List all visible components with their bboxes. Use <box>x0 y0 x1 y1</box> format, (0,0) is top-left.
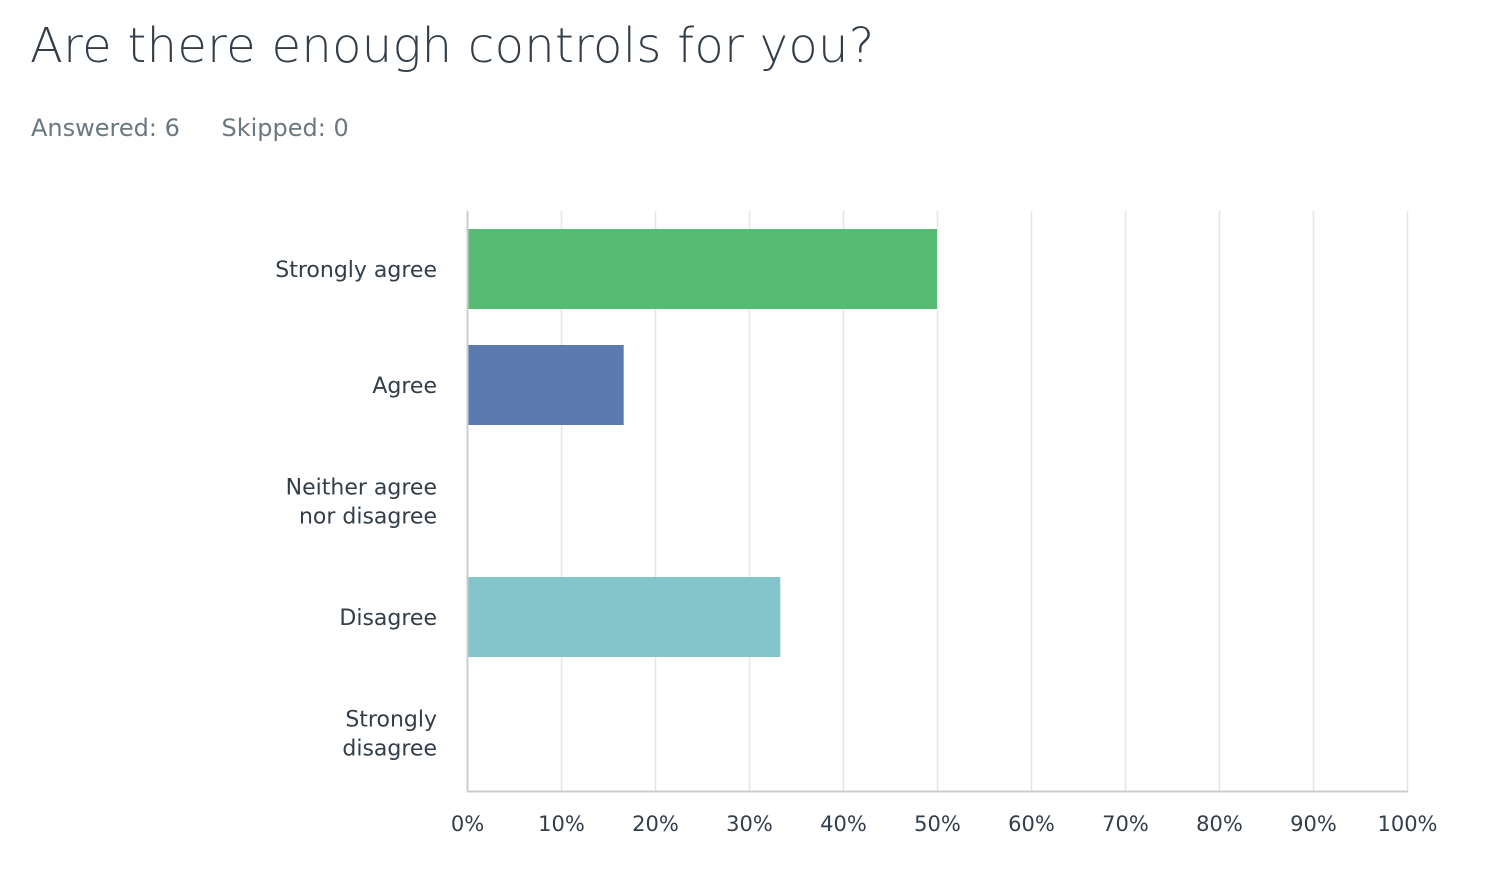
x-tick-label: 70% <box>1102 812 1149 836</box>
axes <box>466 211 1408 793</box>
bar <box>467 229 937 309</box>
x-tick-label: 30% <box>726 812 773 836</box>
x-tick-label: 20% <box>632 812 679 836</box>
skipped-count: Skipped: 0 <box>221 114 349 142</box>
bar <box>467 577 781 657</box>
x-tick-label: 50% <box>914 812 961 836</box>
x-tick-label: 90% <box>1290 812 1337 836</box>
bars <box>467 229 937 657</box>
x-tick-label: 100% <box>1377 812 1437 836</box>
answered-count: Answered: 6 <box>31 114 180 142</box>
category-label: Strongly disagree <box>342 708 437 762</box>
x-tick-labels: 0% 10% 20% 30% 40% 50% 60% 70% 80% 90% 100% <box>451 812 1438 836</box>
category-label: Disagree <box>339 606 437 631</box>
category-labels: Strongly agree Agree Neither agree nor disa… <box>275 258 437 762</box>
question-title: Are there enough controls for you? <box>30 18 875 74</box>
category-label: Agree <box>372 374 437 399</box>
x-tick-label: 80% <box>1196 812 1243 836</box>
category-label: Strongly agree <box>275 258 437 283</box>
bar <box>467 345 624 425</box>
x-tick-label: 10% <box>538 812 585 836</box>
x-tick-label: 0% <box>451 812 484 836</box>
x-tick-label: 40% <box>820 812 867 836</box>
category-label: Neither agree nor disagree <box>286 476 437 530</box>
x-tick-label: 60% <box>1008 812 1055 836</box>
response-stats: Answered: 6 Skipped: 0 <box>31 114 383 142</box>
